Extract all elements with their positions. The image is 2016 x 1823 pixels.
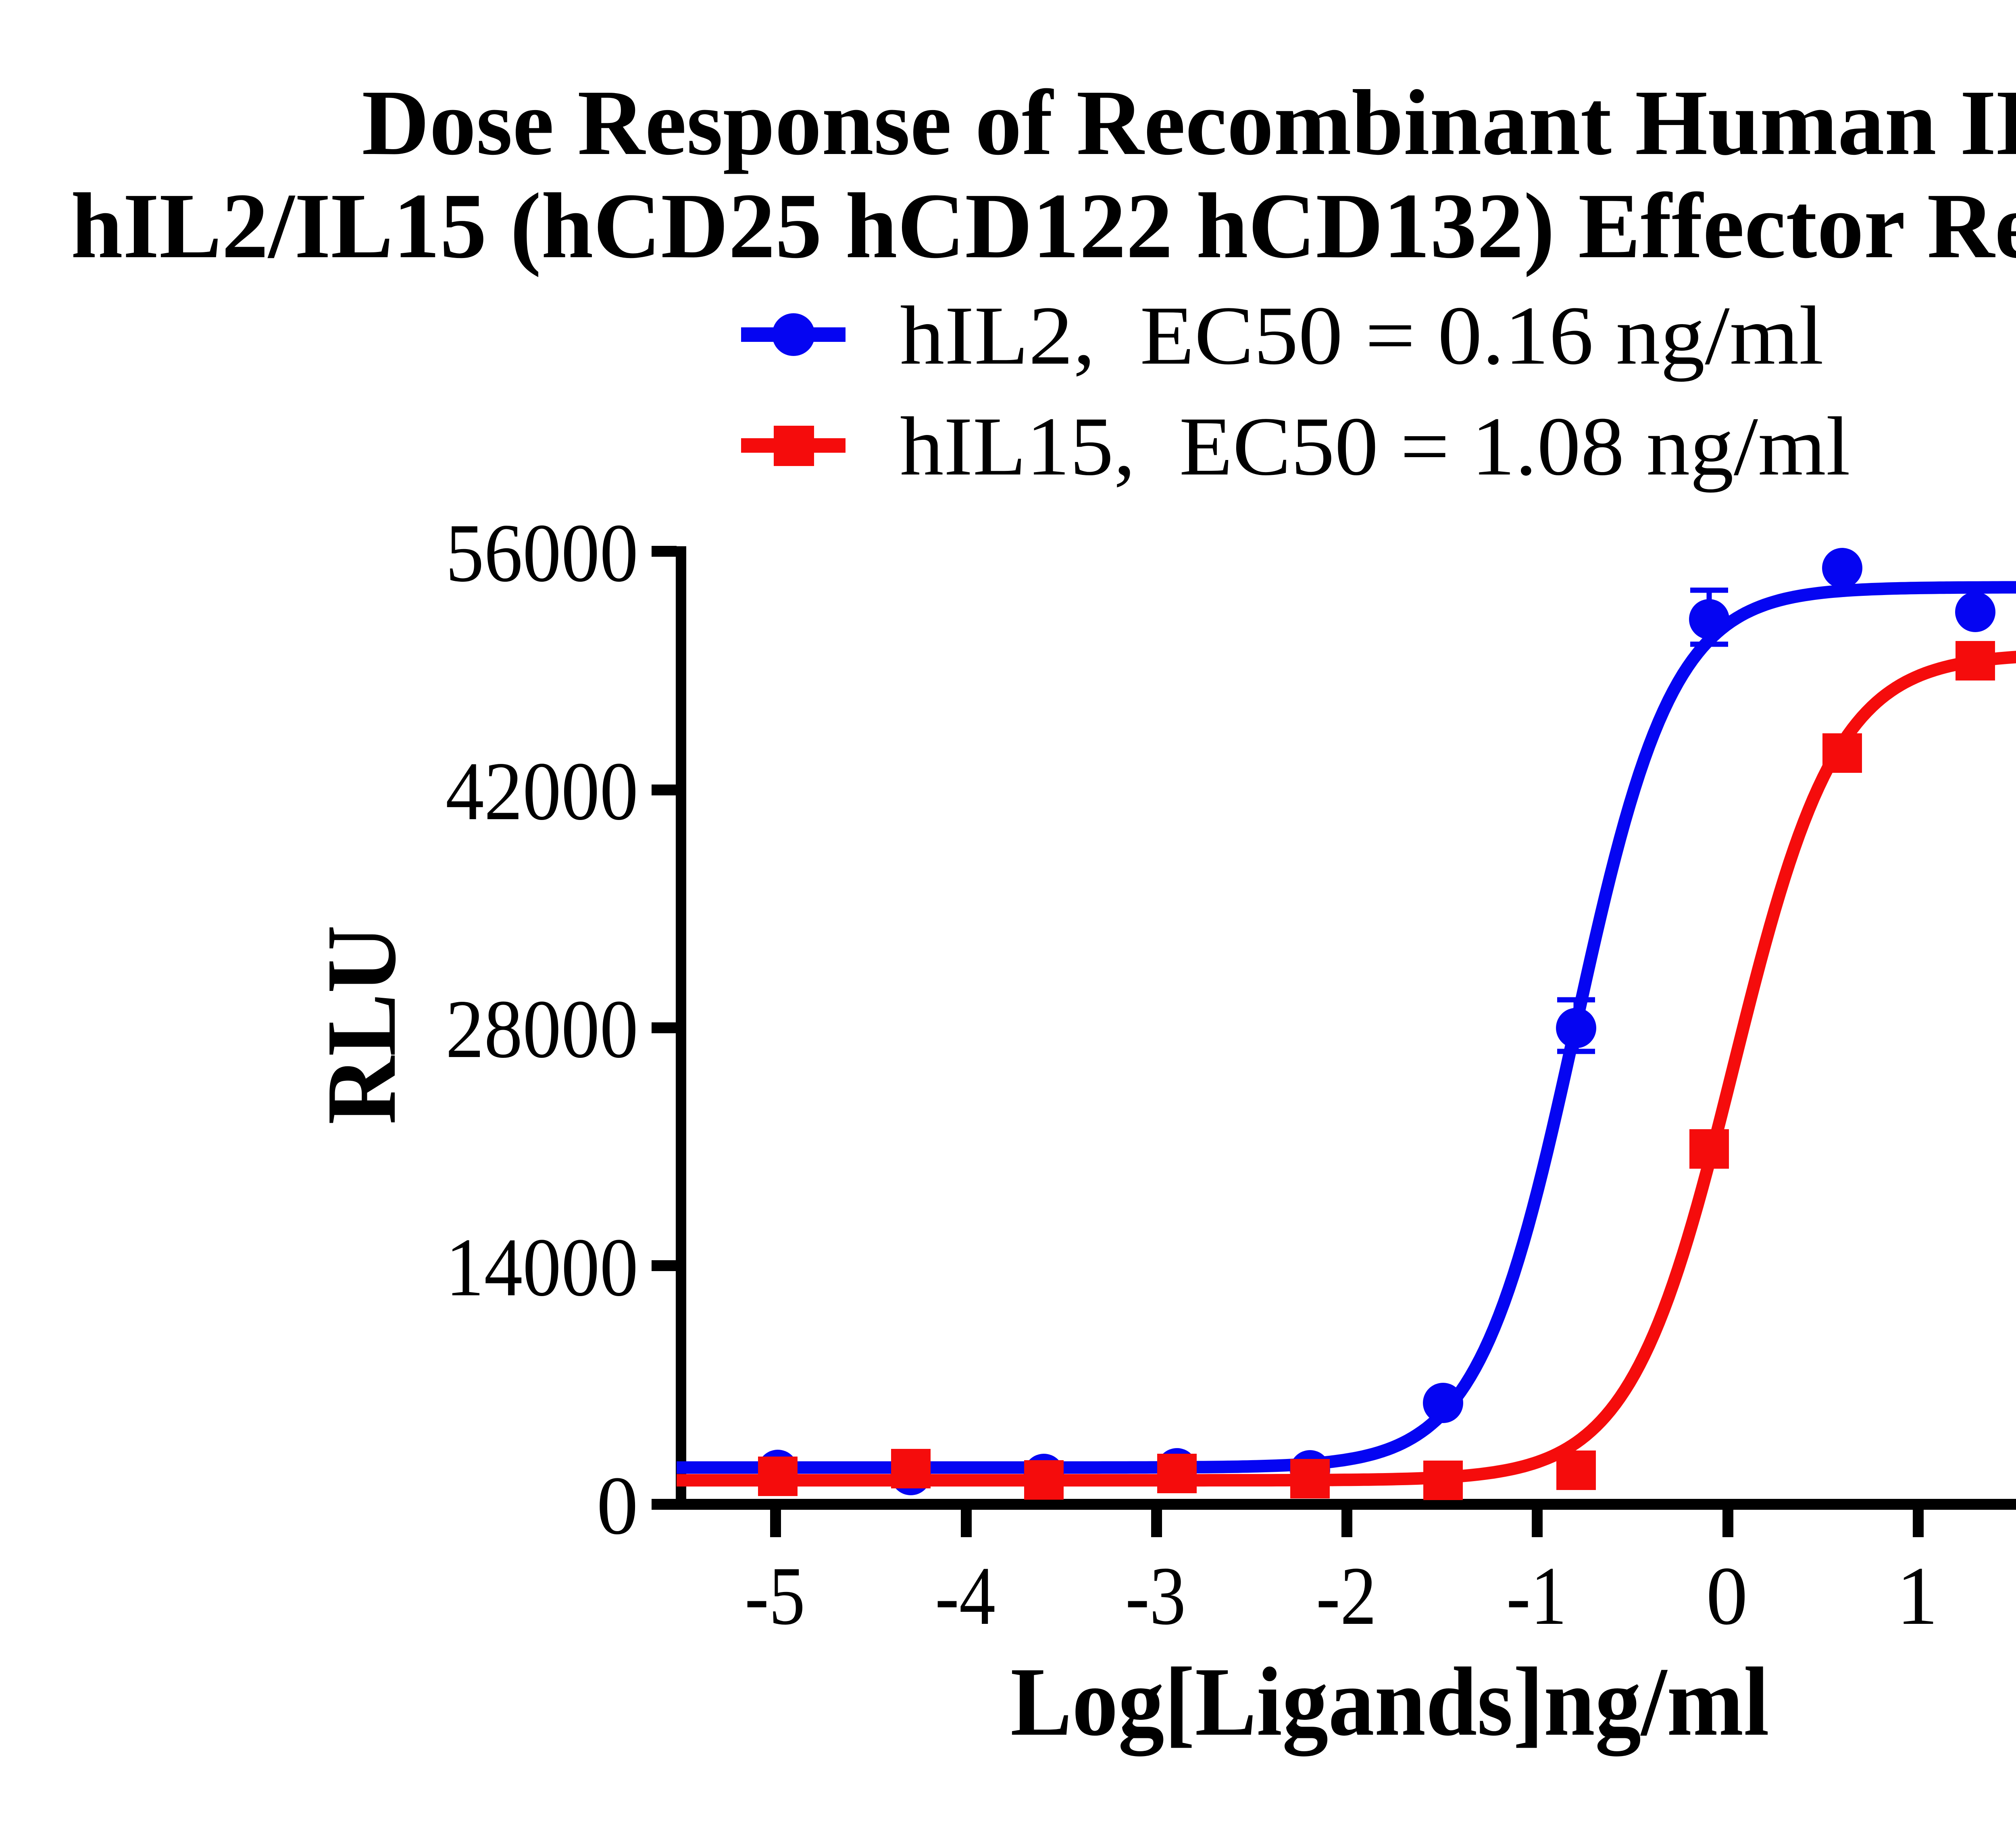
svg-text:Dose Response of Recombinant H: Dose Response of Recombinant Human IL2/I… xyxy=(362,71,2016,175)
svg-text:28000: 28000 xyxy=(446,983,638,1075)
svg-text:14000: 14000 xyxy=(446,1221,638,1313)
svg-text:0: 0 xyxy=(597,1459,639,1552)
svg-text:-4: -4 xyxy=(935,1550,996,1642)
svg-text:-1: -1 xyxy=(1506,1550,1567,1642)
svg-text:56000: 56000 xyxy=(446,507,638,599)
svg-text:hIL2/IL15 (hCD25 hCD122 hCD132: hIL2/IL15 (hCD25 hCD122 hCD132) Effector… xyxy=(71,174,2016,278)
svg-text:-2: -2 xyxy=(1316,1550,1377,1642)
svg-text:RLU: RLU xyxy=(306,925,417,1125)
svg-text:1: 1 xyxy=(1896,1550,1938,1642)
svg-text:hIL2, EC50 = 0.16 ng/ml: hIL2, EC50 = 0.16 ng/ml xyxy=(900,289,1824,382)
svg-text:42000: 42000 xyxy=(446,745,638,837)
svg-text:0: 0 xyxy=(1706,1550,1748,1642)
svg-text:-5: -5 xyxy=(745,1550,805,1642)
svg-text:hIL15, EC50 = 1.08 ng/ml: hIL15, EC50 = 1.08 ng/ml xyxy=(900,400,1850,493)
svg-text:-3: -3 xyxy=(1125,1550,1186,1642)
svg-text:Log[Ligands]ng/ml: Log[Ligands]ng/ml xyxy=(1010,1647,1769,1756)
